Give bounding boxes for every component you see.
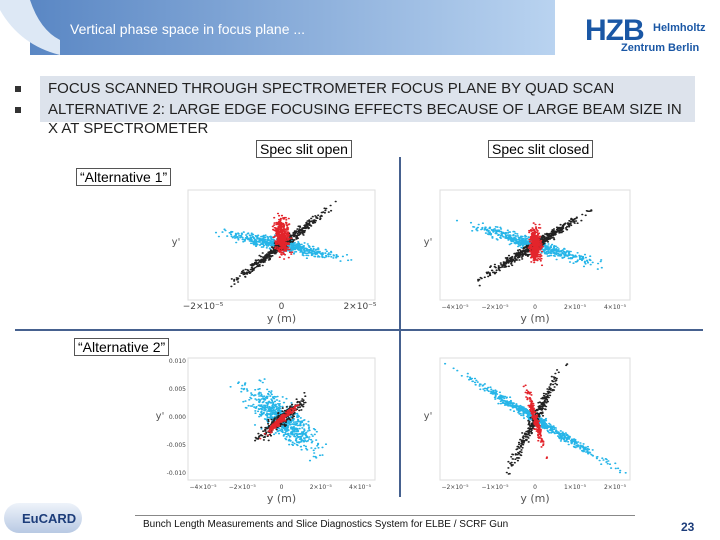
x-axis-label: y (m) [267,312,296,325]
y-axis-label: y' [424,411,433,422]
plot-frame [187,357,376,481]
row-label: “Alternative 1” [76,168,172,186]
slide-title: Vertical phase space in focus plane ... [70,21,306,37]
x-tick-label: 2×10⁻⁵ [343,302,376,312]
x-axis-label: y (m) [267,492,296,505]
x-tick-label: 0 [280,484,284,491]
y-tick-label: 0.005 [169,386,186,393]
y-tick-label: 0.000 [169,414,186,421]
bullet: FOCUS SCANNED THROUGH SPECTROMETER FOCUS… [15,79,688,98]
particle-cloud [527,222,544,267]
y-axis-label: y' [156,411,165,422]
column-label: Spec slit closed [488,140,594,158]
particle-cloud [214,228,353,262]
footer-line [135,515,635,516]
y-tick-label: -0.005 [167,442,187,449]
x-tick-label: 2×10⁻⁵ [564,304,587,311]
particle-cloud [522,384,549,459]
footer-logo [4,503,82,533]
x-tick-label: 4×10⁻⁵ [349,484,372,491]
x-tick-label: −2×10⁻⁵ [183,302,224,312]
x-tick-label: −2×10⁻⁵ [481,304,509,311]
y-axis-label: y' [424,237,433,248]
particle-cloud [455,219,603,270]
x-tick-label: 2×10⁻⁵ [604,484,627,491]
particle-cloud [271,212,294,260]
x-tick-label: −4×10⁻⁵ [189,484,217,491]
bullet: ALTERNATIVE 2: LARGE EDGE FOCUSING EFFEC… [15,100,688,138]
divider-horizontal [15,329,703,331]
x-tick-label: −1×10⁻⁵ [481,484,509,491]
header-band [30,0,555,55]
x-tick-label: −4×10⁻⁵ [441,304,469,311]
y-tick-label: 0.010 [169,358,186,365]
plot-frame [187,189,376,301]
header-swoosh [0,0,60,55]
divider-vertical [399,157,401,497]
x-tick-label: 0 [533,304,537,311]
particle-cloud [505,363,569,475]
logo-line1: Helmholtz [653,22,706,34]
x-tick-label: −2×10⁻⁵ [229,484,257,491]
x-tick-label: 2×10⁻⁵ [310,484,333,491]
y-axis-label: y' [172,237,181,248]
x-tick-label: 0 [279,302,285,312]
x-axis-label: y (m) [520,492,549,505]
x-tick-label: −2×10⁻⁵ [441,484,469,491]
column-label: Spec slit open [256,140,352,158]
x-tick-label: 0 [533,484,537,491]
footer-logo-text: EuCARD [22,511,77,526]
y-tick-label: -0.010 [167,470,187,477]
page-number: 23 [681,520,695,534]
plot-frame [439,357,631,481]
footer-text: Bunch Length Measurements and Slice Diag… [143,519,509,530]
plot-frame [439,189,631,301]
logo-main: HZB [585,14,645,47]
x-tick-label: 1×10⁻⁵ [564,484,587,491]
particle-cloud [259,404,300,440]
row-label: “Alternative 2” [74,338,170,356]
bullet-box [40,76,695,122]
logo-line2: Zentrum Berlin [621,42,700,54]
x-tick-label: 4×10⁻⁵ [604,304,627,311]
x-axis-label: y (m) [520,312,549,325]
